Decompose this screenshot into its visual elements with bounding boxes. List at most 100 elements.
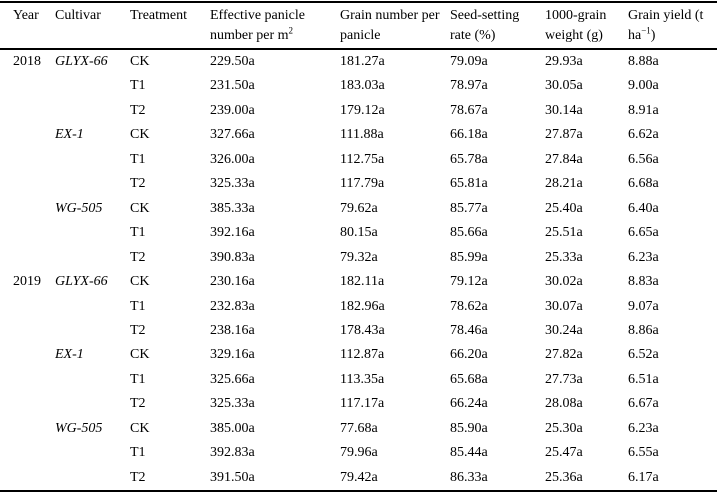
cell-grain-number: 117.17a: [340, 396, 385, 412]
cell-grain-yield: 6.51a: [628, 371, 659, 387]
header-yield-close-paren: ): [650, 28, 656, 43]
cell-treatment: T1: [130, 151, 146, 167]
header-yield-superscript: −1: [641, 25, 651, 36]
cell-year: [0, 123, 55, 147]
cell-cultivar: EX-1: [55, 347, 84, 363]
table-row: EX-1 CK 329.16a 112.87a 66.20a 27.82a 6.52a: [0, 343, 717, 367]
cell-grain-yield: 6.65a: [628, 225, 659, 241]
cell-year: [0, 74, 55, 98]
cell-treatment: T2: [130, 469, 146, 485]
cell-treatment: CK: [130, 420, 150, 436]
cell-seed-setting: 66.20a: [450, 347, 488, 363]
cell-year: [0, 466, 55, 491]
cell-seed-setting: 85.66a: [450, 225, 488, 241]
cell-grain-number: 79.42a: [340, 469, 378, 485]
cell-grain-number: 183.03a: [340, 78, 385, 94]
cell-cultivar: WG-505: [55, 200, 103, 216]
cell-seed-setting: 86.33a: [450, 469, 488, 485]
cell-grain-weight: 27.73a: [545, 371, 583, 387]
cell-grain-weight: 30.05a: [545, 78, 583, 94]
cell-panicle: 390.83a: [210, 249, 255, 265]
cell-grain-weight: 25.30a: [545, 420, 583, 436]
cell-grain-number: 181.27a: [340, 54, 385, 69]
cell-cultivar: [55, 466, 130, 491]
cell-treatment: T2: [130, 102, 146, 118]
table-row: T2 390.83a 79.32a 85.99a 25.33a 6.23a: [0, 246, 717, 270]
table-row: T2 325.33a 117.17a 66.24a 28.08a 6.67a: [0, 392, 717, 416]
cell-grain-weight: 25.51a: [545, 225, 583, 241]
cell-panicle: 238.16a: [210, 322, 255, 338]
cell-cultivar: [55, 99, 130, 123]
cell-grain-weight: 25.36a: [545, 469, 583, 485]
cell-grain-yield: 6.55a: [628, 445, 659, 461]
cell-cultivar: [55, 148, 130, 172]
cell-seed-setting: 85.99a: [450, 249, 488, 265]
cell-seed-setting: 79.12a: [450, 274, 488, 290]
cell-grain-weight: 30.02a: [545, 274, 583, 290]
cell-grain-yield: 9.00a: [628, 78, 659, 94]
table-row: WG-505 CK 385.00a 77.68a 85.90a 25.30a 6.23a: [0, 417, 717, 441]
cell-grain-weight: 27.82a: [545, 347, 583, 363]
cell-treatment: CK: [130, 54, 150, 69]
cell-cultivar: [55, 74, 130, 98]
cell-year: 2018: [13, 54, 41, 69]
cell-panicle: 229.50a: [210, 54, 255, 69]
cell-treatment: T1: [130, 225, 146, 241]
cell-seed-setting: 78.97a: [450, 78, 488, 94]
col-header-grain-weight: 1000-grain weight (g): [545, 2, 628, 50]
col-header-effective-panicle: Effective panicle number per m2: [210, 2, 340, 50]
cell-grain-yield: 9.07a: [628, 298, 659, 314]
cell-grain-number: 182.11a: [340, 274, 385, 290]
cell-treatment: T2: [130, 396, 146, 412]
table-row: 2019 GLYX-66 CK 230.16a 182.11a 79.12a 30.02a 8…: [0, 270, 717, 294]
table-row: T2 238.16a 178.43a 78.46a 30.24a 8.86a: [0, 319, 717, 343]
cell-treatment: T2: [130, 322, 146, 338]
cell-panicle: 392.16a: [210, 225, 255, 241]
cell-treatment: T1: [130, 371, 146, 387]
cell-grain-number: 79.62a: [340, 200, 378, 216]
cell-grain-weight: 30.24a: [545, 322, 583, 338]
cell-seed-setting: 65.78a: [450, 151, 488, 167]
cell-panicle: 230.16a: [210, 274, 255, 290]
cell-treatment: CK: [130, 200, 150, 216]
cell-grain-yield: 8.88a: [628, 54, 659, 69]
cell-cultivar: [55, 368, 130, 392]
cell-seed-setting: 79.09a: [450, 54, 488, 69]
cell-panicle: 329.16a: [210, 347, 255, 363]
cell-grain-yield: 6.68a: [628, 176, 659, 192]
table-header: Year Cultivar Treatment Effective panicl…: [0, 2, 717, 50]
cell-cultivar: [55, 392, 130, 416]
cell-treatment: T1: [130, 298, 146, 314]
cell-grain-number: 117.79a: [340, 176, 385, 192]
col-header-grain-yield: Grain yield (t ha−1): [628, 2, 717, 50]
cell-grain-number: 182.96a: [340, 298, 385, 314]
cell-year: [0, 441, 55, 465]
cell-seed-setting: 78.62a: [450, 298, 488, 314]
cell-year: [0, 172, 55, 196]
cell-treatment: CK: [130, 127, 150, 143]
table-row: 2018 GLYX-66 CK 229.50a 181.27a 79.09a 29.93a 8…: [0, 49, 717, 74]
cell-cultivar: [55, 221, 130, 245]
table-row: EX-1 CK 327.66a 111.88a 66.18a 27.87a 6.62a: [0, 123, 717, 147]
cell-grain-number: 79.96a: [340, 445, 378, 461]
table-row: T1 326.00a 112.75a 65.78a 27.84a 6.56a: [0, 148, 717, 172]
cell-seed-setting: 65.81a: [450, 176, 488, 192]
cell-panicle: 326.00a: [210, 151, 255, 167]
table-body: 2018 GLYX-66 CK 229.50a 181.27a 79.09a 29.93a 8…: [0, 49, 717, 491]
col-header-seed-setting: Seed-setting rate (%): [450, 2, 545, 50]
cell-grain-yield: 6.17a: [628, 469, 659, 485]
cell-year: [0, 343, 55, 367]
cell-grain-number: 79.32a: [340, 249, 378, 265]
cell-panicle: 239.00a: [210, 102, 255, 118]
cell-grain-number: 77.68a: [340, 420, 378, 436]
cell-seed-setting: 85.44a: [450, 445, 488, 461]
cell-seed-setting: 66.24a: [450, 396, 488, 412]
cell-cultivar: [55, 441, 130, 465]
cell-grain-yield: 8.91a: [628, 102, 659, 118]
cell-treatment: CK: [130, 347, 150, 363]
cell-year: [0, 295, 55, 319]
cell-panicle: 232.83a: [210, 298, 255, 314]
cell-seed-setting: 78.46a: [450, 322, 488, 338]
cell-grain-yield: 6.23a: [628, 249, 659, 265]
